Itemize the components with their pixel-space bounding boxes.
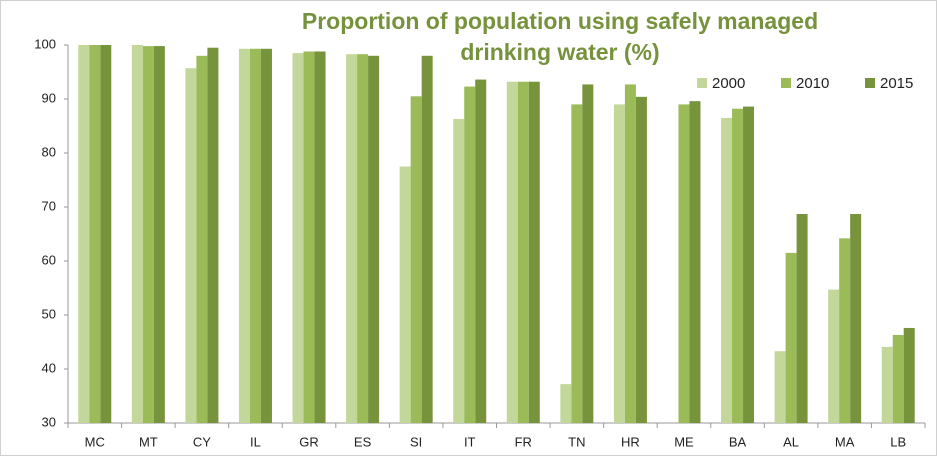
x-tick-label: MA [835, 434, 855, 449]
x-tick-label: TN [568, 434, 585, 449]
y-tick-label: 50 [42, 306, 56, 321]
legend-swatch [781, 78, 791, 88]
bar [560, 384, 572, 423]
bar [410, 96, 422, 424]
bar [850, 214, 862, 423]
x-tick-label: GR [299, 434, 319, 449]
chart-title: Proportion of population using safely ma… [301, 8, 819, 65]
bar [689, 101, 701, 423]
bar [464, 86, 476, 423]
bar [421, 55, 433, 424]
bar [796, 214, 808, 423]
x-tick-label: AL [783, 434, 799, 449]
bar [743, 106, 755, 423]
bar [368, 55, 380, 424]
bar [613, 104, 625, 424]
x-tick-label: MC [85, 434, 105, 449]
bar [153, 46, 165, 423]
bar [517, 81, 529, 423]
bar [89, 45, 101, 423]
x-tick-label: HR [621, 434, 640, 449]
x-tick-label: FR [515, 434, 532, 449]
bar [453, 118, 465, 423]
legend-label: 2000 [712, 75, 745, 92]
bar [196, 55, 208, 424]
bar [774, 351, 786, 423]
bar [100, 45, 112, 423]
bar [260, 48, 272, 423]
bar [185, 68, 197, 423]
bar [732, 108, 744, 423]
x-tick-label: ES [354, 434, 372, 449]
y-tick-label: 90 [42, 90, 56, 105]
bar [78, 45, 90, 423]
bar [131, 45, 143, 423]
x-tick-label: BA [729, 434, 747, 449]
y-tick-label: 100 [34, 36, 56, 51]
x-tick-label: IT [464, 434, 476, 449]
y-tick-label: 40 [42, 360, 56, 375]
bar [346, 54, 358, 424]
bar [881, 346, 893, 423]
x-tick-label: MT [139, 434, 158, 449]
x-tick-label: ME [674, 434, 694, 449]
bar [207, 47, 219, 423]
bar [571, 104, 583, 424]
bar [292, 53, 304, 423]
bar [582, 84, 594, 424]
legend-label: 2015 [880, 75, 913, 92]
bar [892, 334, 904, 423]
bar [314, 51, 326, 423]
bar [528, 81, 540, 423]
bar [903, 327, 915, 423]
bar [506, 81, 518, 423]
bar [238, 48, 250, 423]
bar [399, 166, 411, 423]
y-tick-label: 80 [42, 144, 56, 159]
y-tick-label: 30 [42, 414, 56, 429]
bar [249, 48, 261, 423]
bar [721, 117, 733, 424]
x-tick-label: CY [193, 434, 211, 449]
bar [678, 104, 690, 424]
bar [828, 289, 840, 423]
y-tick-label: 70 [42, 198, 56, 213]
legend-swatch [865, 78, 875, 88]
bar [839, 238, 851, 423]
x-tick-label: LB [890, 434, 906, 449]
bar [785, 252, 797, 423]
bar [357, 54, 369, 424]
y-tick-label: 60 [42, 252, 56, 267]
bar [624, 84, 636, 424]
bar [303, 51, 315, 423]
x-tick-label: SI [410, 434, 422, 449]
legend-swatch [697, 78, 707, 88]
legend-label: 2010 [796, 75, 829, 92]
bar [142, 46, 154, 423]
bar [635, 96, 647, 423]
x-tick-label: IL [250, 434, 261, 449]
bar [475, 79, 487, 423]
